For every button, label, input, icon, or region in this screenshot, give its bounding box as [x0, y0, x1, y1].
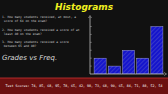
questions: 1. How many students received, at most, … [2, 15, 80, 48]
question-line: score of 64 on the exam? [2, 19, 47, 23]
x-arrow [164, 73, 167, 76]
y-tick [90, 66, 92, 67]
y-tick [90, 26, 92, 27]
footer-border [0, 78, 168, 79]
x-axis [90, 74, 164, 75]
subtitle: Grades vs Freq. [2, 54, 57, 62]
bar [94, 58, 106, 74]
footer-text: Test Scores: 74, 85, 68, 95, 78, 65, 42,… [6, 84, 163, 88]
y-tick [90, 58, 92, 59]
bar [122, 50, 134, 74]
y-arrow [89, 16, 92, 19]
footer-bg [0, 78, 168, 94]
y-axis [90, 17, 91, 74]
y-tick [90, 42, 92, 43]
bars [94, 27, 163, 75]
bar [108, 66, 120, 74]
background [0, 0, 168, 94]
title: Histograms [55, 2, 114, 12]
chart: Histograms 1. How many students received,… [0, 0, 168, 94]
y-tick [90, 50, 92, 51]
question-line: between 65 and 80? [2, 44, 37, 48]
bar [137, 58, 149, 74]
bar [151, 27, 163, 75]
y-tick [90, 34, 92, 35]
question-line: least 80 on the exam? [2, 32, 42, 36]
